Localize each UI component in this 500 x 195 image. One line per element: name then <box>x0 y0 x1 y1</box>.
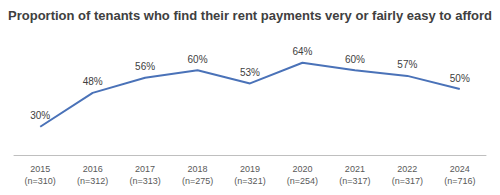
svg-text:(n=321): (n=321) <box>234 176 265 186</box>
svg-text:2024: 2024 <box>450 164 470 174</box>
svg-text:2020: 2020 <box>292 164 312 174</box>
svg-text:2016: 2016 <box>83 164 103 174</box>
svg-text:(n=275): (n=275) <box>182 176 213 186</box>
svg-text:56%: 56% <box>135 61 155 72</box>
svg-text:64%: 64% <box>292 46 312 57</box>
svg-text:48%: 48% <box>83 76 103 87</box>
svg-text:53%: 53% <box>240 67 260 78</box>
svg-text:50%: 50% <box>450 73 470 84</box>
svg-text:(n=317): (n=317) <box>392 176 423 186</box>
svg-text:60%: 60% <box>188 54 208 65</box>
svg-text:(n=317): (n=317) <box>339 176 370 186</box>
svg-text:30%: 30% <box>30 110 50 121</box>
svg-text:2018: 2018 <box>188 164 208 174</box>
svg-text:(n=716): (n=716) <box>444 176 475 186</box>
svg-text:(n=254): (n=254) <box>287 176 318 186</box>
svg-text:(n=310): (n=310) <box>25 176 56 186</box>
svg-text:2019: 2019 <box>240 164 260 174</box>
svg-text:(n=312): (n=312) <box>77 176 108 186</box>
svg-text:2017: 2017 <box>135 164 155 174</box>
svg-text:2015: 2015 <box>30 164 50 174</box>
svg-text:2022: 2022 <box>397 164 417 174</box>
svg-text:60%: 60% <box>345 54 365 65</box>
svg-text:57%: 57% <box>397 59 417 70</box>
svg-text:2021: 2021 <box>345 164 365 174</box>
svg-text:(n=313): (n=313) <box>129 176 160 186</box>
svg-text:Proportion of tenants who find: Proportion of tenants who find their ren… <box>8 8 492 23</box>
